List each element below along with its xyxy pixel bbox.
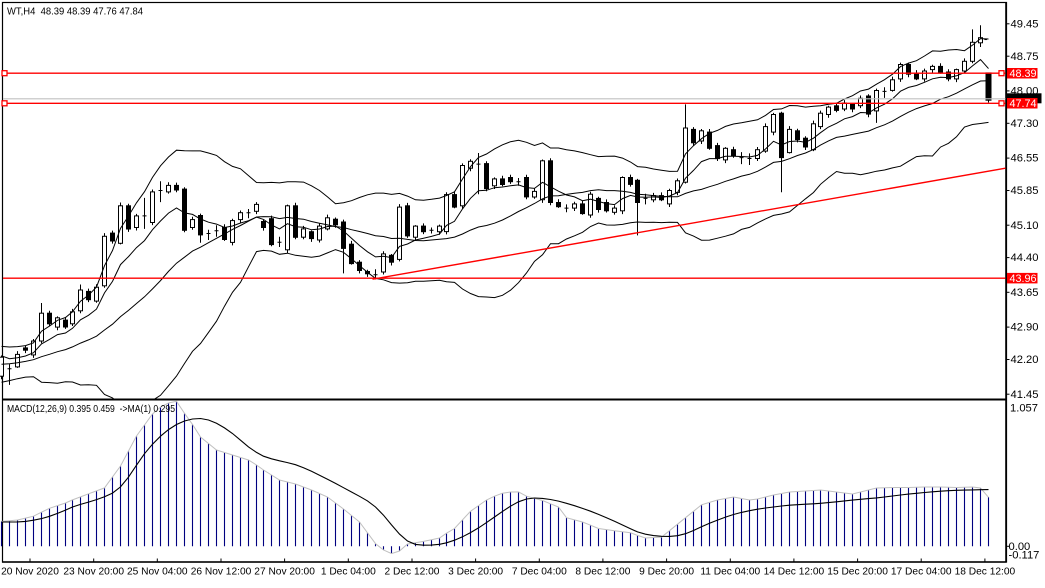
svg-text:11 Dec 04:00: 11 Dec 04:00 xyxy=(700,567,760,578)
svg-text:42.20: 42.20 xyxy=(1011,354,1039,366)
svg-text:WT,H4 48.39 48.39 47.76 47.84: WT,H4 48.39 48.39 47.76 47.84 xyxy=(7,7,143,18)
svg-text:2 Dec 12:00: 2 Dec 12:00 xyxy=(385,567,440,578)
svg-text:-0.117: -0.117 xyxy=(1009,550,1040,562)
svg-text:17 Dec 04:00: 17 Dec 04:00 xyxy=(891,567,952,578)
svg-text:15 Dec 20:00: 15 Dec 20:00 xyxy=(827,567,888,578)
svg-text:1.057: 1.057 xyxy=(1010,402,1038,414)
svg-text:20 Nov 2020: 20 Nov 2020 xyxy=(1,567,59,578)
svg-text:47.74: 47.74 xyxy=(1010,98,1037,110)
svg-text:41.45: 41.45 xyxy=(1011,389,1039,401)
svg-text:25 Nov 04:00: 25 Nov 04:00 xyxy=(127,567,188,578)
svg-text:23 Nov 20:00: 23 Nov 20:00 xyxy=(63,567,124,578)
svg-text:MACD(12,26,9) 0.395 0.459 ->M: MACD(12,26,9) 0.395 0.459 ->MA(1) 0.295 xyxy=(7,404,175,415)
svg-text:48.39: 48.39 xyxy=(1010,68,1037,80)
svg-text:42.90: 42.90 xyxy=(1011,322,1039,334)
svg-text:3 Dec 20:00: 3 Dec 20:00 xyxy=(448,567,503,578)
svg-text:48.75: 48.75 xyxy=(1011,51,1039,63)
svg-text:27 Nov 20:00: 27 Nov 20:00 xyxy=(254,567,315,578)
svg-text:1 Dec 04:00: 1 Dec 04:00 xyxy=(321,567,376,578)
svg-text:43.65: 43.65 xyxy=(1011,287,1039,299)
svg-text:45.85: 45.85 xyxy=(1011,185,1039,197)
svg-text:18 Dec 12:00: 18 Dec 12:00 xyxy=(955,567,1016,578)
svg-text:7 Dec 04:00: 7 Dec 04:00 xyxy=(512,567,567,578)
svg-text:43.96: 43.96 xyxy=(1010,273,1037,285)
svg-text:45.10: 45.10 xyxy=(1011,220,1039,232)
svg-text:49.45: 49.45 xyxy=(1011,18,1039,30)
svg-text:47.30: 47.30 xyxy=(1011,118,1039,130)
svg-text:46.55: 46.55 xyxy=(1011,153,1039,165)
svg-text:8 Dec 12:00: 8 Dec 12:00 xyxy=(575,567,630,578)
svg-text:9 Dec 20:00: 9 Dec 20:00 xyxy=(639,567,694,578)
svg-text:44.40: 44.40 xyxy=(1011,252,1039,264)
svg-text:26 Nov 12:00: 26 Nov 12:00 xyxy=(191,567,252,578)
svg-text:14 Dec 12:00: 14 Dec 12:00 xyxy=(764,567,825,578)
svg-text:0.00: 0.00 xyxy=(1009,541,1031,553)
